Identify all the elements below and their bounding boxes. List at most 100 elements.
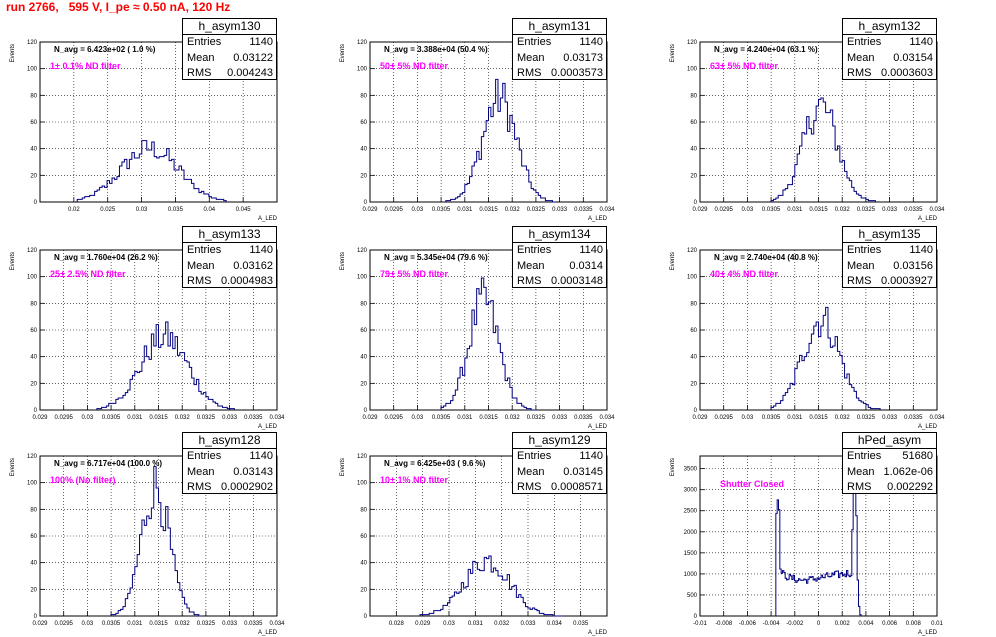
y-tick-label: 100 bbox=[27, 275, 38, 281]
stats-title: h_asym130 bbox=[183, 19, 276, 35]
stats-box: h_asym135 Entries 1140 Mean 0.03156 RMS 0.0003… bbox=[842, 226, 937, 288]
y-tick-label: 120 bbox=[27, 248, 38, 254]
stats-key: Entries bbox=[847, 450, 882, 462]
histogram-line-h_asym128 bbox=[110, 466, 202, 617]
y-axis-label: Events bbox=[10, 458, 16, 476]
stats-row-entries: Entries 1140 bbox=[187, 242, 273, 258]
stats-box: h_asym128 Entries 1140 Mean 0.03143 RMS 0.0002… bbox=[182, 432, 277, 494]
stats-box: h_asym134 Entries 1140 Mean 0.0314 RMS 0.00031… bbox=[512, 226, 607, 288]
stats-key: RMS bbox=[847, 481, 872, 493]
x-tick-label: 0.0295 bbox=[385, 415, 404, 421]
stats-box: h_asym129 Entries 1140 Mean 0.03145 RMS 0.0008… bbox=[512, 432, 607, 494]
stats-key: RMS bbox=[517, 67, 542, 79]
x-tick-label: 0.0305 bbox=[102, 415, 121, 421]
x-tick-label: 0.032 bbox=[505, 207, 521, 213]
stats-row-mean: Mean 0.03162 bbox=[187, 258, 273, 274]
stats-key: RMS bbox=[187, 67, 212, 79]
stats-value: 0.0003927 bbox=[881, 275, 933, 287]
stats-key: Entries bbox=[847, 244, 882, 256]
y-tick-label: 120 bbox=[357, 40, 368, 46]
filter-label: 63± 5% ND filter bbox=[710, 61, 778, 71]
y-tick-label: 40 bbox=[690, 147, 697, 153]
stats-box: h_asym131 Entries 1140 Mean 0.03173 RMS 0.0003… bbox=[512, 18, 607, 80]
stats-row-rms: RMS 0.004243 bbox=[187, 65, 273, 81]
y-tick-label: 3500 bbox=[684, 467, 698, 473]
x-tick-label: 0.0335 bbox=[904, 415, 923, 421]
x-tick-label: 0.029 bbox=[362, 207, 378, 213]
stats-title: h_asym131 bbox=[513, 19, 606, 35]
stats-row-mean: Mean 0.03156 bbox=[847, 258, 933, 274]
x-tick-label: 0.031 bbox=[457, 207, 473, 213]
x-tick-label: 0.0335 bbox=[904, 207, 923, 213]
x-tick-label: 0.034 bbox=[269, 415, 285, 421]
x-axis-label: A_LED bbox=[588, 216, 608, 222]
y-tick-label: 20 bbox=[690, 381, 697, 387]
stats-row-entries: Entries 1140 bbox=[517, 34, 603, 50]
navg-label: N_avg = 6.423e+02 ( 1.0 %) bbox=[54, 45, 156, 54]
x-tick-label: 0.029 bbox=[692, 207, 708, 213]
stats-row-rms: RMS 0.002292 bbox=[847, 479, 933, 495]
x-tick-label: 0.03 bbox=[82, 415, 94, 421]
stats-key: Mean bbox=[187, 466, 215, 478]
stats-value: 0.03143 bbox=[233, 466, 273, 478]
y-tick-label: 2500 bbox=[684, 509, 698, 515]
y-tick-label: 0 bbox=[34, 200, 38, 206]
stats-value: 0.03145 bbox=[563, 466, 603, 478]
stats-box: h_asym133 Entries 1140 Mean 0.03162 RMS 0.0004… bbox=[182, 226, 277, 288]
x-tick-label: 0.0325 bbox=[857, 207, 876, 213]
stats-value: 0.0003573 bbox=[551, 67, 603, 79]
navg-label: N_avg = 1.760e+04 (26.2 %) bbox=[54, 253, 158, 262]
x-tick-label: 0.033 bbox=[882, 415, 898, 421]
stats-value: 0.03162 bbox=[233, 260, 273, 272]
y-tick-label: 20 bbox=[30, 587, 37, 593]
stats-row-rms: RMS 0.0004983 bbox=[187, 273, 273, 289]
y-axis-label: Events bbox=[670, 252, 676, 270]
x-tick-label: 0.031 bbox=[127, 415, 143, 421]
y-axis-label: Events bbox=[340, 458, 346, 476]
stats-value: 0.0314 bbox=[569, 260, 603, 272]
x-axis-label: A_LED bbox=[588, 630, 608, 636]
x-tick-label: 0.029 bbox=[362, 415, 378, 421]
x-tick-label: 0.0305 bbox=[432, 207, 451, 213]
y-tick-label: 60 bbox=[30, 328, 37, 334]
histogram-line-h_asym135 bbox=[770, 306, 881, 410]
stats-key: RMS bbox=[517, 481, 542, 493]
x-tick-label: 0.032 bbox=[175, 415, 191, 421]
y-tick-label: 2000 bbox=[684, 530, 698, 536]
y-tick-label: 40 bbox=[690, 355, 697, 361]
y-tick-label: 20 bbox=[360, 381, 367, 387]
run-title: run 2766, 595 V, I_pe ≈ 0.50 nA, 120 Hz bbox=[6, 0, 231, 14]
y-tick-label: 100 bbox=[357, 67, 368, 73]
x-tick-label: 0.032 bbox=[835, 207, 851, 213]
x-axis-label: A_LED bbox=[258, 630, 278, 636]
stats-value: 1140 bbox=[579, 244, 603, 256]
filter-label: 79± 5% ND filter bbox=[380, 269, 448, 279]
histogram-panel-h_asym130: 0.02 0.025 0.03 0.035 0.04 0.045 0 20 40 60 80 100 1… bbox=[0, 18, 330, 223]
histogram-svg: 0.028 0.029 0.03 0.031 0.032 0.033 0.034 0.0350… bbox=[340, 454, 608, 636]
stats-row-entries: Entries 51680 bbox=[847, 448, 933, 464]
x-tick-label: 0.035 bbox=[168, 207, 184, 213]
y-tick-label: 40 bbox=[360, 147, 367, 153]
y-tick-label: 0 bbox=[364, 408, 368, 414]
histogram-svg: 0.029 0.0295 0.03 0.0305 0.031 0.0315 0.032 0.0… bbox=[670, 40, 945, 222]
stats-row-entries: Entries 1140 bbox=[187, 448, 273, 464]
stats-row-mean: Mean 0.03143 bbox=[187, 464, 273, 480]
y-axis-label: Events bbox=[10, 44, 16, 62]
x-axis-label: A_LED bbox=[588, 424, 608, 430]
y-tick-label: 80 bbox=[30, 507, 37, 513]
y-tick-label: 40 bbox=[30, 147, 37, 153]
histogram-panel-h_asym133: 0.029 0.0295 0.03 0.0305 0.031 0.0315 0.032 0.0… bbox=[0, 226, 330, 431]
histogram-line-h_asym133 bbox=[96, 321, 235, 410]
filter-label: 40± 4% ND filter bbox=[710, 269, 778, 279]
stats-key: Mean bbox=[187, 52, 215, 64]
stats-key: Entries bbox=[847, 36, 882, 48]
x-tick-label: 0.032 bbox=[835, 415, 851, 421]
y-tick-label: 100 bbox=[687, 67, 698, 73]
x-tick-label: 0.0295 bbox=[385, 207, 404, 213]
stats-row-entries: Entries 1140 bbox=[517, 448, 603, 464]
x-tick-label: 0.0335 bbox=[574, 415, 593, 421]
y-tick-label: 60 bbox=[690, 120, 697, 126]
histogram-svg: 0.029 0.0295 0.03 0.0305 0.031 0.0315 0.032 0.0… bbox=[340, 248, 615, 430]
stats-row-entries: Entries 1140 bbox=[517, 242, 603, 258]
stats-row-mean: Mean 0.03173 bbox=[517, 50, 603, 66]
